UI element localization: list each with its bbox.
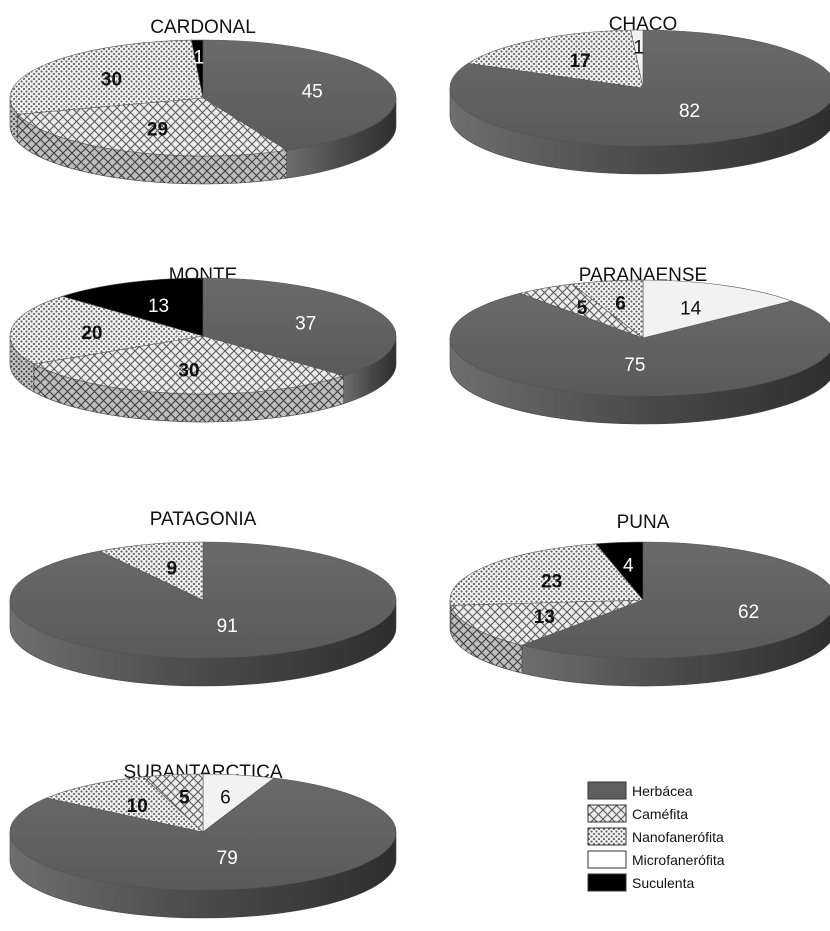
legend-label-herbacea: Herbácea: [632, 783, 693, 799]
pie-label-cardonal-nanofanerofita: 30: [101, 70, 122, 91]
pie-slice-paranaense-herbacea: [449, 292, 830, 397]
pie-slice-puna-suculenta: [595, 541, 644, 601]
pie-label-paranaense-camefita: 5: [577, 298, 588, 319]
pie-title-cardonal: CARDONAL: [150, 17, 256, 38]
pie-chart-puna: PUNA 62 13 23 4: [449, 512, 830, 687]
pie-label-paranaense-herbacea: 75: [624, 355, 645, 376]
pie-slice-cardonal-nanofanerofita: [9, 39, 204, 115]
legend-item-microfanerofita: Microfanerófita: [587, 850, 725, 869]
pie-slice-paranaense-microfanerofita: [642, 279, 793, 339]
pie-chart-chaco: CHACO 82 17 1: [449, 14, 830, 175]
pie-label-puna-nanofanerofita: 23: [541, 572, 562, 593]
legend-item-herbacea: Herbácea: [587, 781, 693, 800]
pie-label-subantarctica-microfanerofita: 6: [220, 788, 231, 809]
legend-swatch-herbacea: [587, 781, 627, 800]
charts-layer: CARDONAL4529301CHACO82171MONTE37302013PA…: [9, 14, 830, 919]
pie-title-patagonia: PATAGONIA: [150, 509, 257, 530]
pie-label-patagonia-nanofanerofita: 9: [166, 559, 177, 580]
pie-label-chaco-nanofanerofita: 17: [570, 51, 591, 72]
pie-label-puna-camefita: 13: [534, 607, 555, 628]
legend-swatch-microfanerofita: [587, 850, 627, 869]
pie-slice-puna-camefita: [450, 599, 644, 646]
pie-slice-monte-herbacea: [202, 277, 397, 377]
pie-slice-paranaense-nanofanerofita: [571, 279, 644, 339]
pie-label-puna-herbacea: 62: [738, 602, 759, 623]
pie-label-subantarctica-herbacea: 79: [217, 848, 238, 869]
pie-title-puna: PUNA: [617, 512, 670, 533]
pie-slice-cardonal-herbacea: [202, 39, 397, 151]
legend: Herbácea Caméfita Nanofanerófita Microfaner…: [587, 781, 725, 892]
legend-label-nanofanerofita: Nanofanerófita: [632, 829, 724, 845]
pie-label-monte-herbacea: 37: [295, 314, 316, 335]
pie-label-cardonal-camefita: 29: [147, 120, 168, 141]
legend-swatch-camefita: [587, 804, 627, 823]
pie-chart-patagonia: PATAGONIA 91 9: [9, 509, 397, 687]
pie-label-chaco-microfanerofita: 1: [633, 37, 644, 58]
pie-slice-monte-camefita: [32, 335, 345, 395]
pie-slice-monte-suculenta: [61, 277, 204, 337]
legend-label-microfanerofita: Microfanerófita: [632, 852, 725, 868]
pie-slice-chaco-nanofanerofita: [467, 29, 644, 89]
pie-slice-chaco-microfanerofita: [630, 29, 644, 89]
pie-label-monte-camefita: 30: [178, 360, 199, 381]
pie-slice-puna-nanofanerofita: [449, 543, 644, 606]
pie-label-monte-nanofanerofita: 20: [81, 323, 102, 344]
legend-item-camefita: Caméfita: [587, 804, 688, 823]
pie-label-patagonia-herbacea: 91: [217, 616, 238, 637]
legend-label-camefita: Caméfita: [632, 806, 688, 822]
pie-label-chaco-herbacea: 82: [679, 101, 700, 122]
pie-label-cardonal-herbacea: 45: [302, 82, 323, 103]
pie-label-paranaense-nanofanerofita: 6: [615, 294, 626, 315]
pie-label-cardonal-suculenta: 1: [194, 47, 205, 68]
legend-swatch-nanofanerofita: [587, 827, 627, 846]
legend-label-suculenta: Suculenta: [632, 875, 694, 891]
pie-label-subantarctica-nanofanerofita: 10: [127, 796, 148, 817]
pie-slice-subantarctica-nanofanerofita: [45, 776, 205, 833]
pie-label-puna-suculenta: 4: [623, 555, 634, 576]
legend-swatch-suculenta: [587, 873, 627, 892]
pie-slice-cardonal-suculenta: [191, 39, 204, 99]
pie-slice-cardonal-camefita: [17, 97, 288, 157]
pie-label-subantarctica-camefita: 5: [179, 787, 190, 808]
legend-item-suculenta: Suculenta: [587, 873, 694, 892]
pie-slice-subantarctica-camefita: [142, 773, 204, 833]
legend-item-nanofanerofita: Nanofanerófita: [587, 827, 724, 846]
pie-title-chaco: CHACO: [609, 14, 678, 35]
pie-chart-cardonal: CARDONAL 45 29 30 1: [9, 17, 397, 185]
pie-slice-subantarctica-herbacea: [9, 777, 397, 891]
pie-label-paranaense-microfanerofita: 14: [680, 299, 702, 320]
pie-slice-monte-nanofanerofita: [9, 295, 204, 365]
pie-slice-puna-herbacea: [520, 541, 830, 659]
pie-label-monte-suculenta: 13: [148, 296, 169, 317]
pie-slice-chaco-herbacea: [449, 29, 830, 147]
pie-slice-patagonia-nanofanerofita: [98, 541, 204, 601]
